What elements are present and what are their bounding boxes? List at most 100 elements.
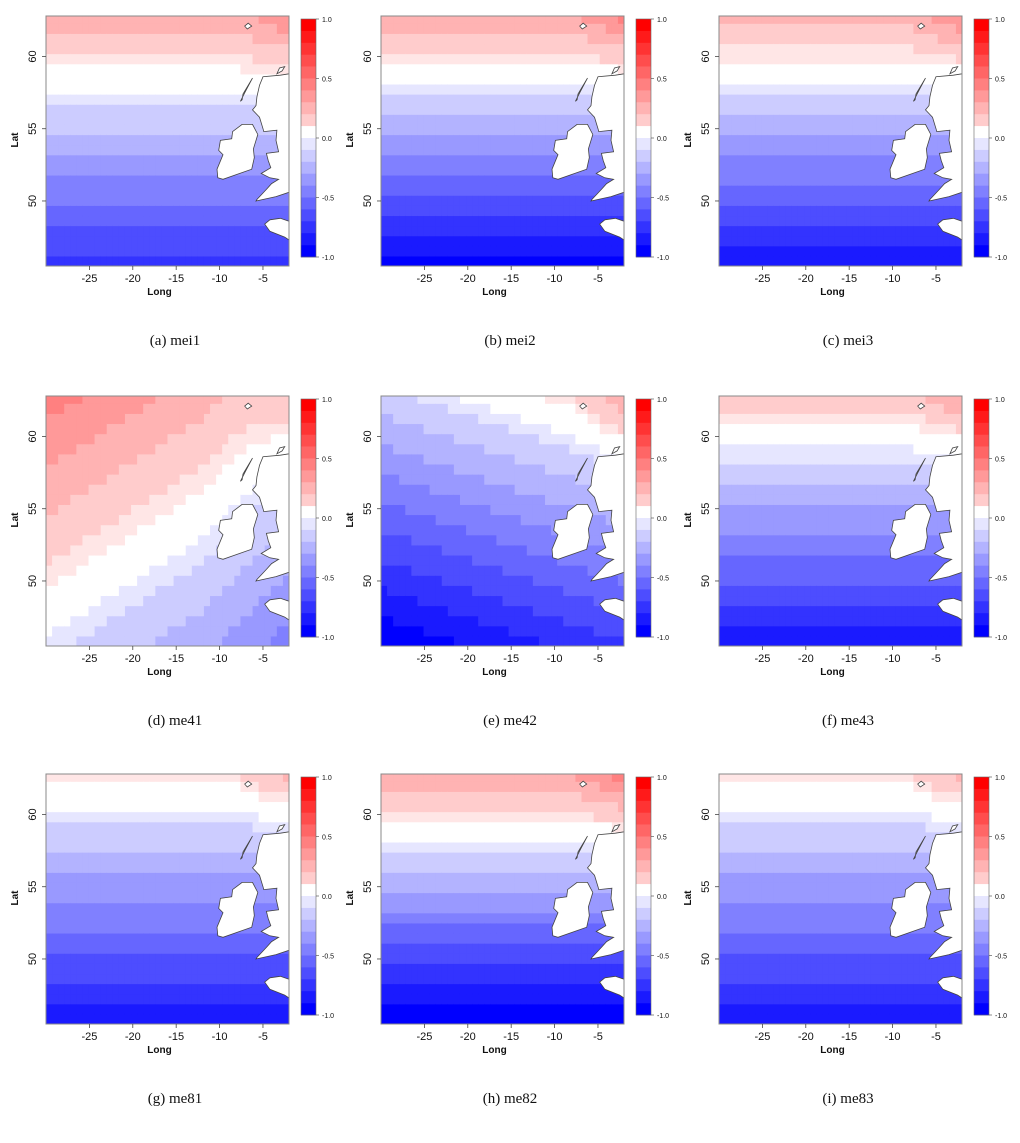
heat-cell: [186, 215, 193, 226]
heat-cell: [521, 616, 528, 627]
heat-cell: [490, 626, 497, 637]
heat-cell: [877, 114, 884, 125]
heat-cell: [539, 145, 546, 156]
heat-cell: [466, 256, 473, 267]
heat-cell: [588, 175, 595, 186]
heat-cell: [289, 403, 296, 414]
heat-cell: [484, 595, 491, 606]
heat-cell: [198, 165, 205, 176]
heat-cell: [253, 595, 260, 606]
heat-cell: [70, 555, 77, 566]
heat-cell: [944, 33, 951, 44]
heat-cell: [484, 54, 491, 65]
heat-cell: [725, 135, 732, 146]
heat-cell: [216, 84, 223, 95]
heat-cell: [222, 94, 229, 105]
heat-cell: [436, 494, 443, 505]
heat-cell: [503, 104, 510, 115]
heat-cell: [527, 555, 534, 566]
heat-cell: [624, 175, 631, 186]
heat-cell: [405, 195, 412, 206]
heat-cell: [52, 585, 59, 596]
heat-cell: [405, 403, 412, 414]
heat-cell: [131, 64, 138, 75]
heat-cell: [594, 23, 601, 34]
heat-cell: [101, 124, 108, 135]
heat-cell: [240, 246, 247, 257]
heat-cell: [606, 23, 613, 34]
heat-cell: [149, 124, 156, 135]
colorbar-segment: [301, 79, 316, 91]
heat-cell: [460, 256, 467, 267]
heat-cell: [52, 124, 59, 135]
colorbar-segment: [974, 150, 989, 162]
heat-cell: [883, 155, 890, 166]
heat-cell: [58, 145, 65, 156]
heat-cell: [216, 74, 223, 85]
heat-cell: [913, 195, 920, 206]
heat-cell: [192, 145, 199, 156]
heat-cell: [417, 454, 424, 465]
heat-cell: [82, 515, 89, 526]
heat-cell: [472, 626, 479, 637]
heat-cell: [161, 23, 168, 34]
heat-cell: [509, 494, 516, 505]
heat-cell: [454, 104, 461, 115]
heat-cell: [743, 185, 750, 196]
heat-cell: [76, 74, 83, 85]
heat-cell: [454, 256, 461, 267]
heat-cell: [204, 595, 211, 606]
heat-cell: [46, 403, 53, 414]
heat-cell: [496, 595, 503, 606]
heat-cell: [496, 504, 503, 515]
heat-cell: [405, 215, 412, 226]
heat-cell: [417, 636, 424, 647]
heat-cell: [569, 195, 576, 206]
heat-cell: [204, 565, 211, 576]
heat-cell: [387, 494, 394, 505]
heat-cell: [503, 515, 510, 526]
heat-cell: [460, 585, 467, 596]
heat-cell: [417, 545, 424, 556]
heat-cell: [503, 145, 510, 156]
heat-cell: [186, 256, 193, 267]
heat-cell: [64, 175, 71, 186]
heat-cell: [871, 124, 878, 135]
heat-cell: [58, 104, 65, 115]
heat-cell: [240, 555, 247, 566]
heat-cell: [113, 114, 120, 125]
heat-cell: [780, 84, 787, 95]
heat-cell: [101, 444, 108, 455]
colorbar-segment: [301, 542, 316, 554]
heat-cell: [399, 74, 406, 85]
heat-cell: [810, 43, 817, 54]
heat-cell: [210, 43, 217, 54]
heat-cell: [472, 585, 479, 596]
heat-cell: [82, 525, 89, 536]
heat-cell: [180, 185, 187, 196]
heat-cell: [442, 403, 449, 414]
heat-cell: [174, 165, 181, 176]
heat-cell: [240, 104, 247, 115]
heat-cell: [180, 23, 187, 34]
heat-cell: [82, 135, 89, 146]
heat-cell: [798, 13, 805, 24]
heat-cell: [496, 215, 503, 226]
heat-cell: [107, 393, 114, 404]
heat-cell: [424, 94, 431, 105]
heat-cell: [137, 413, 144, 424]
colorbar-tick-label: 1.0: [657, 17, 667, 24]
heat-cell: [222, 226, 229, 237]
heat-cell: [962, 13, 969, 24]
heat-cell: [533, 33, 540, 44]
heat-cell: [381, 423, 388, 434]
heat-cell: [503, 13, 510, 24]
heat-cell: [186, 545, 193, 556]
heat-cell: [804, 226, 811, 237]
heat-cell: [436, 215, 443, 226]
heat-cell: [448, 515, 455, 526]
heat-cell: [82, 23, 89, 34]
heat-cell: [101, 565, 108, 576]
colorbar-tick-label: -0.5: [322, 196, 334, 203]
heat-cell: [478, 84, 485, 95]
